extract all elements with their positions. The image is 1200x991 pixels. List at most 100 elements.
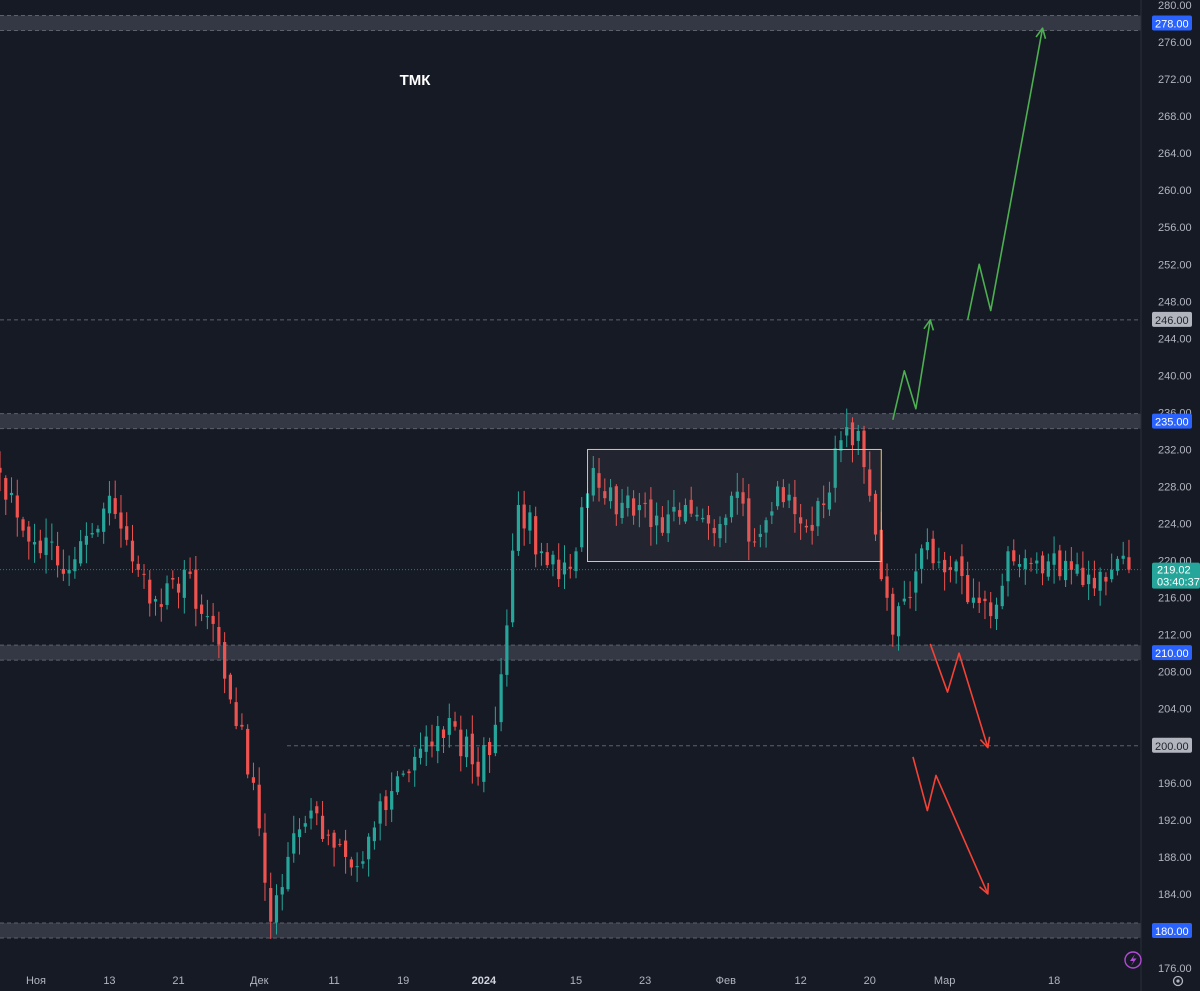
candle-body	[937, 561, 941, 563]
level-badge	[1152, 645, 1192, 661]
candle-body	[672, 506, 676, 512]
candle-body	[1000, 585, 1004, 607]
candle-body	[125, 526, 129, 540]
candle-body	[776, 486, 780, 507]
candle-body	[833, 448, 837, 488]
price-tick-label: 192.00	[1158, 815, 1192, 827]
price-tick-label: 188.00	[1158, 852, 1192, 864]
candle-body	[1052, 553, 1056, 565]
candle-body	[176, 583, 181, 593]
candle-body	[56, 545, 60, 566]
candle-body	[827, 492, 832, 510]
candle-body	[407, 771, 411, 774]
candle-body	[27, 526, 31, 542]
candle-body	[994, 604, 999, 619]
candle-body	[401, 773, 405, 775]
lightning-icon[interactable]	[1124, 951, 1142, 969]
candle-body	[649, 499, 653, 527]
price-tick-label: 252.00	[1158, 259, 1192, 271]
down-arrow-1[interactable]	[912, 756, 989, 895]
up-arrow-1-head	[1035, 27, 1047, 39]
candle-body	[476, 761, 480, 777]
candle-body	[873, 493, 878, 535]
candle-body	[320, 815, 325, 839]
candle-body	[61, 568, 65, 574]
candle-body	[1046, 561, 1050, 577]
candle-body	[966, 575, 970, 603]
candle-body	[113, 498, 117, 514]
level-badge-text: 278.00	[1155, 19, 1189, 31]
candle-body	[925, 542, 929, 551]
candle-body	[390, 791, 394, 810]
candle-body	[1029, 562, 1033, 564]
range-box-rect[interactable]	[587, 448, 882, 563]
price-tick-label: 204.00	[1158, 704, 1192, 716]
candle-body	[597, 473, 601, 488]
up-arrow-1[interactable]	[966, 28, 1044, 320]
candle-body	[695, 514, 699, 517]
candle-body	[102, 508, 106, 532]
candle-body	[453, 721, 457, 727]
candle-body	[822, 503, 826, 506]
candle-body	[764, 520, 768, 533]
candle-body	[1092, 577, 1096, 589]
candle-body	[303, 823, 307, 827]
candles	[0, 408, 1131, 939]
level-zones	[0, 15, 1141, 939]
candle-body	[729, 495, 734, 518]
candle-body	[989, 602, 993, 617]
candle-body	[539, 551, 544, 554]
candle-body	[171, 578, 175, 580]
candle-body	[367, 836, 371, 860]
candle-body	[482, 744, 486, 782]
candle-body	[1087, 574, 1091, 585]
candle-body	[983, 598, 987, 602]
candle-body	[499, 674, 503, 723]
candle-body	[338, 844, 342, 846]
candle-body	[0, 467, 2, 473]
candle-body	[315, 806, 319, 814]
time-tick-label: 11	[328, 975, 339, 987]
candle-body	[159, 604, 163, 607]
time-tick-label: 2024	[472, 975, 497, 987]
level-badge	[1152, 15, 1192, 31]
level-badge-text: 210.00	[1155, 648, 1189, 660]
candle-body	[234, 702, 238, 727]
candle-body	[868, 469, 872, 496]
price-tick-label: 260.00	[1158, 185, 1192, 197]
candle-body	[977, 597, 981, 603]
level-badge	[1152, 922, 1192, 938]
candle-body	[344, 840, 348, 857]
candle-body	[920, 548, 924, 569]
candle-body	[637, 505, 641, 511]
price-tick-label: 276.00	[1158, 37, 1192, 49]
candle-body	[269, 888, 273, 922]
price-tick-label: 280.00	[1158, 0, 1192, 12]
candle-body	[1017, 564, 1022, 567]
time-tick-label: Ноя	[26, 975, 46, 987]
candle-body	[90, 533, 94, 535]
candle-body	[943, 559, 947, 573]
up-arrow-0[interactable]	[892, 319, 932, 421]
candle-body	[211, 615, 215, 624]
price-tick-label: 272.00	[1158, 74, 1192, 86]
down-arrow-0[interactable]	[929, 643, 989, 748]
level-zone-5	[0, 922, 1141, 938]
down-arrow-0-head	[979, 736, 991, 749]
candle-body	[297, 829, 302, 838]
candle-body	[1127, 557, 1131, 570]
candle-body	[689, 499, 693, 514]
candle-body	[1058, 550, 1062, 577]
candle-body	[1035, 560, 1039, 564]
candle-body	[372, 827, 376, 842]
candle-body	[447, 717, 451, 735]
candle-body	[896, 606, 901, 637]
chart-settings-icon[interactable]	[1172, 975, 1184, 987]
candle-body	[38, 540, 42, 554]
candle-body	[810, 524, 814, 531]
candle-body	[735, 491, 739, 498]
candle-body	[418, 748, 423, 758]
candle-body	[534, 516, 538, 555]
candle-body	[349, 859, 353, 868]
